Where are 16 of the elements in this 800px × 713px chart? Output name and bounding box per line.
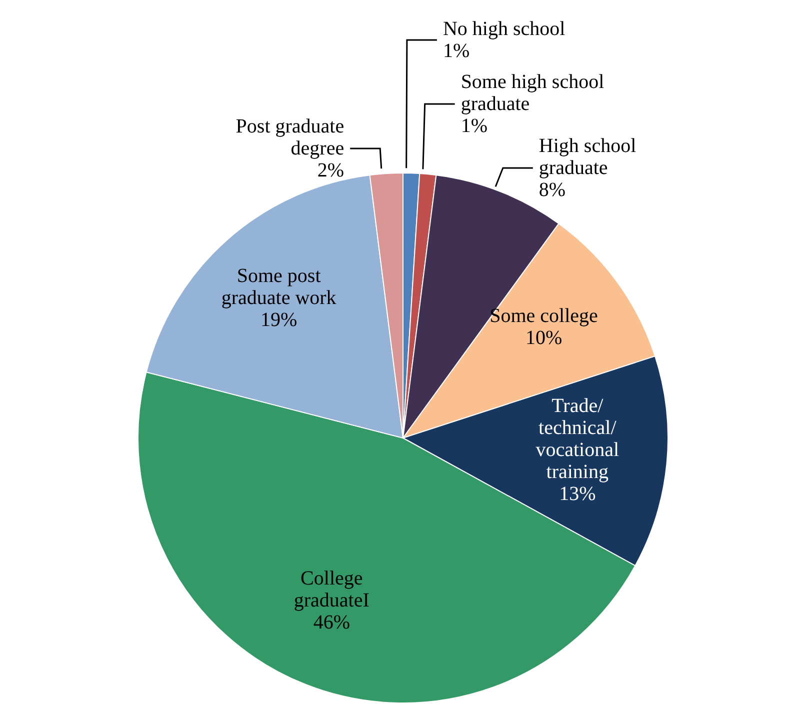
slice-label: High school graduate [538,135,637,180]
data-label: 13% [559,482,596,505]
data-label: 10% [525,327,562,350]
slice-label: Some post graduate work [221,264,336,309]
slice-label: Trade/technical/vocational training [536,394,620,483]
data-label: 19% [260,308,298,331]
slice-label: No high school [442,18,566,40]
slice-label: Some high school graduate [460,71,605,116]
data-label: 1% [460,115,488,138]
data-label: 2% [317,160,344,182]
slice-label: College graduateI [294,568,370,612]
slice-label: Post graduate degree [236,116,344,160]
data-label: 46% [313,612,350,634]
data-label: 1% [442,40,470,62]
data-label: 8% [538,179,566,202]
slice-label: Some college [490,305,598,328]
